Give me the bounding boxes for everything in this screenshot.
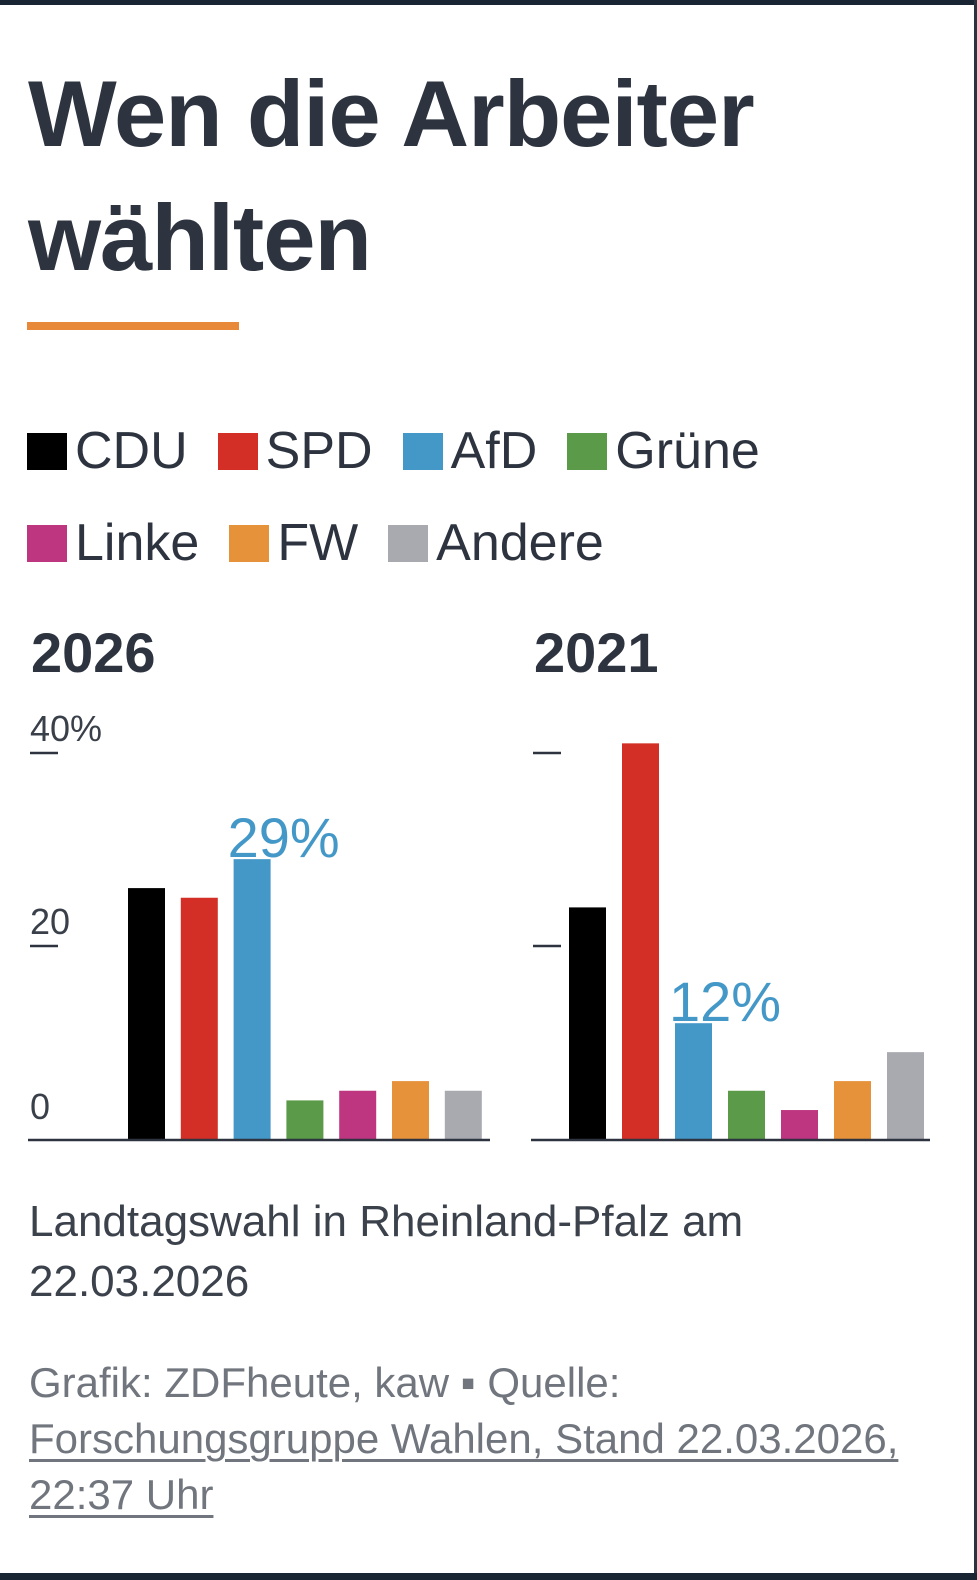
- legend-label: Andere: [436, 514, 604, 572]
- bar-charts: 0 20 40% 29% 12%: [28, 708, 930, 1142]
- bar-gruene: [286, 1100, 324, 1139]
- title-accent-line: [27, 322, 239, 330]
- legend-row: Linke FW Andere: [27, 497, 927, 589]
- legend: CDU SPD AfD Grüne Linke FW Andere: [27, 405, 927, 589]
- bar-fw: [834, 1081, 871, 1139]
- legend-row: CDU SPD AfD Grüne: [27, 405, 927, 497]
- bar-linke: [339, 1090, 377, 1139]
- bar-fw: [392, 1081, 429, 1139]
- legend-item-andere: Andere: [388, 513, 604, 573]
- bar-spd: [180, 897, 218, 1139]
- source-note: Grafik: ZDFheute, kaw ▪ Quelle: Forschun…: [29, 1355, 929, 1523]
- bar-linke: [781, 1110, 818, 1139]
- bar-spd: [622, 743, 659, 1139]
- bar-andere: [444, 1090, 482, 1139]
- legend-swatch-linke: [27, 524, 67, 562]
- bar-afd: [675, 1023, 712, 1139]
- y-tick-label: 40%: [30, 708, 102, 749]
- chart-title-2021: 2021: [534, 621, 659, 684]
- chart-title-2026: 2026: [31, 621, 156, 684]
- legend-label: AfD: [450, 422, 538, 480]
- legend-swatch-spd: [217, 432, 258, 470]
- right-frame-border: [974, 0, 977, 1580]
- legend-label: FW: [277, 514, 359, 572]
- legend-item-linke: Linke: [27, 513, 199, 573]
- legend-swatch-cdu: [27, 432, 67, 470]
- bar-cdu: [569, 907, 606, 1139]
- y-tick-label: 0: [30, 1086, 50, 1127]
- bar-andere: [887, 1052, 924, 1139]
- legend-label: CDU: [75, 422, 188, 480]
- legend-item-cdu: CDU: [27, 421, 188, 481]
- legend-swatch-afd: [402, 432, 443, 470]
- y-tick-label: 20: [30, 901, 70, 942]
- source-prefix: Grafik: ZDFheute, kaw ▪ Quelle:: [29, 1359, 621, 1406]
- bar-cdu: [128, 888, 165, 1139]
- legend-label: Linke: [75, 514, 200, 572]
- legend-label: Grüne: [615, 422, 760, 480]
- legend-item-afd: AfD: [402, 421, 538, 481]
- source-link[interactable]: Forschungsgruppe Wahlen, Stand 22.03.202…: [29, 1415, 899, 1518]
- value-label: 29%: [228, 806, 340, 869]
- legend-swatch-gruene: [567, 432, 608, 470]
- chart-title: Wen die Arbeiter wählten: [28, 61, 755, 290]
- legend-swatch-fw: [229, 524, 270, 562]
- bar-gruene: [728, 1090, 765, 1139]
- legend-item-fw: FW: [229, 513, 358, 573]
- legend-item-gruene: Grüne: [567, 421, 760, 481]
- bar-afd: [233, 859, 271, 1139]
- value-label: 12%: [669, 970, 781, 1033]
- bottom-frame-bar: [0, 1573, 977, 1580]
- legend-item-spd: SPD: [217, 421, 373, 481]
- legend-label: SPD: [265, 422, 373, 480]
- top-frame-bar: [0, 0, 977, 5]
- chart-caption: Landtagswahl in Rheinland-Pfalz am 22.03…: [29, 1197, 744, 1306]
- legend-swatch-andere: [388, 524, 429, 562]
